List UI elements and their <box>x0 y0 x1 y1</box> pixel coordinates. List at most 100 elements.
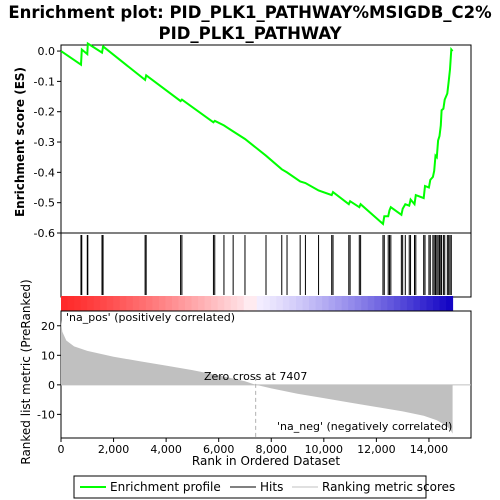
color-bar-segment <box>282 296 290 311</box>
x-tick-label: 4,000 <box>150 443 182 456</box>
color-bar-segment <box>74 296 82 311</box>
color-bar-segment <box>185 296 193 311</box>
zero-cross-label: Zero cross at 7407 <box>204 370 307 383</box>
color-bar-segment <box>374 296 382 311</box>
color-bar-segment <box>152 296 160 311</box>
color-bar-segment <box>145 296 153 311</box>
positive-correlation-label: 'na_pos' (positively correlated) <box>66 311 235 324</box>
color-bar-segment <box>106 296 114 311</box>
color-bar-segment <box>322 296 330 311</box>
legend: Enrichment profile Hits Ranking metric s… <box>73 475 455 499</box>
legend-entry-ranking-metric: Ranking metric scores <box>322 480 455 494</box>
color-bar-segment <box>243 296 251 311</box>
chart-title-line2: PID_PLK1_PATHWAY <box>158 24 342 43</box>
color-bar-segment <box>380 296 388 311</box>
legend-entry-enrichment-profile: Enrichment profile <box>110 480 221 494</box>
es-y-tick-label: -0.5 <box>34 197 55 210</box>
es-y-tick-label: -0.1 <box>34 75 55 88</box>
metric-y-tick-label: 10 <box>41 349 55 362</box>
color-bar-segment <box>204 296 212 311</box>
color-bar-segment <box>256 296 264 311</box>
x-axis-label: Rank in Ordered Dataset <box>192 454 340 468</box>
metric-y-axis: 20 10 0 -10 <box>37 320 61 421</box>
x-tick-label: 6,000 <box>203 443 235 456</box>
x-tick-label: 10,000 <box>305 443 344 456</box>
es-y-tick-label: 0.0 <box>38 45 56 58</box>
color-bar-segment <box>419 296 427 311</box>
color-bar-segment <box>276 296 284 311</box>
x-tick-label: 2,000 <box>98 443 130 456</box>
metric-y-tick-label: 0 <box>48 379 55 392</box>
chart-title: Enrichment plot: PID_PLK1_PATHWAY%MSIGDB… <box>0 2 500 44</box>
color-bar-segment <box>132 296 140 311</box>
color-bar-segment <box>295 296 303 311</box>
color-bar-segment <box>67 296 75 311</box>
color-bar-segment <box>269 296 277 311</box>
color-bar-segment <box>217 296 225 311</box>
color-bar-segment <box>165 296 173 311</box>
color-bar-segment <box>61 296 69 311</box>
color-bar-segment <box>341 296 349 311</box>
color-bar-segment <box>361 296 369 311</box>
es-y-tick-label: -0.4 <box>34 166 55 179</box>
x-tick-label: 8,000 <box>256 443 288 456</box>
color-bar-segment <box>348 296 356 311</box>
metric-y-tick-label: 20 <box>41 320 55 333</box>
es-y-axis-label: Enrichment score (ES) <box>13 67 27 217</box>
color-bar-segment <box>433 296 441 311</box>
negative-correlation-label: 'na_neg' (negatively correlated) <box>277 420 452 433</box>
color-bar-segment <box>315 296 323 311</box>
color-bar-segment <box>354 296 362 311</box>
legend-entry-hits: Hits <box>260 480 283 494</box>
x-tick-label: 12,000 <box>357 443 396 456</box>
color-bar-segment <box>113 296 121 311</box>
color-bar-segment <box>400 296 408 311</box>
es-y-axis: 0.0 -0.1 -0.2 -0.3 -0.4 -0.5 -0.6 <box>34 45 61 240</box>
metric-y-tick-label: -10 <box>37 408 55 421</box>
color-bar-segment <box>158 296 166 311</box>
color-bar-segment <box>426 296 434 311</box>
color-bar-segment <box>119 296 127 311</box>
color-bar-segment <box>367 296 375 311</box>
chart-title-line1: Enrichment plot: PID_PLK1_PATHWAY%MSIGDB… <box>8 3 492 22</box>
color-bar-segment <box>191 296 199 311</box>
color-bar-segment <box>393 296 401 311</box>
x-tick-label: 0 <box>58 443 65 456</box>
color-bar-segment <box>224 296 232 311</box>
color-bar-segment <box>387 296 395 311</box>
x-axis: 0 2,000 4,000 6,000 8,000 10,000 12,000 14,000 <box>58 438 449 456</box>
es-y-tick-label: -0.3 <box>34 136 55 149</box>
color-bar-segment <box>211 296 219 311</box>
color-bar-segment <box>100 296 108 311</box>
color-bar-segment <box>289 296 297 311</box>
color-bar-segment <box>413 296 421 311</box>
color-bar-segment <box>237 296 245 311</box>
color-bar-segment <box>198 296 206 311</box>
es-panel-frame <box>60 44 472 234</box>
color-bar-segment <box>250 296 258 311</box>
color-bar-segment <box>406 296 414 311</box>
ranking-metric-area <box>61 319 453 434</box>
es-y-tick-label: -0.2 <box>34 106 55 119</box>
color-bar-segment <box>171 296 179 311</box>
ranking-color-bar <box>61 296 454 311</box>
color-bar-segment <box>439 296 447 311</box>
color-bar-segment <box>126 296 134 311</box>
hits-group <box>80 235 452 295</box>
color-bar-segment <box>302 296 310 311</box>
color-bar-segment <box>178 296 186 311</box>
color-bar-segment <box>230 296 238 311</box>
color-bar-segment <box>446 296 454 311</box>
color-bar-segment <box>328 296 336 311</box>
color-bar-segment <box>309 296 317 311</box>
color-bar-segment <box>80 296 88 311</box>
metric-y-axis-label: Ranked list metric (PreRanked) <box>19 279 33 464</box>
x-tick-label: 14,000 <box>410 443 449 456</box>
color-bar-segment <box>263 296 271 311</box>
es-y-tick-label: -0.6 <box>34 227 55 240</box>
enrichment-profile-line <box>60 41 454 226</box>
color-bar-segment <box>87 296 95 311</box>
color-bar-segment <box>335 296 343 311</box>
color-bar-segment <box>139 296 147 311</box>
